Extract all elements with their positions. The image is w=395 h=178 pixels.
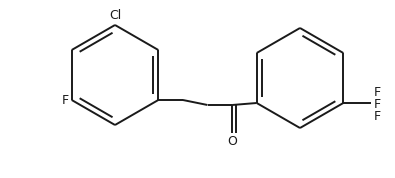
Text: Cl: Cl [109,9,121,22]
Text: F: F [62,93,69,106]
Text: F: F [373,98,380,111]
Text: O: O [227,135,237,148]
Text: F: F [373,87,380,100]
Text: F: F [373,111,380,124]
